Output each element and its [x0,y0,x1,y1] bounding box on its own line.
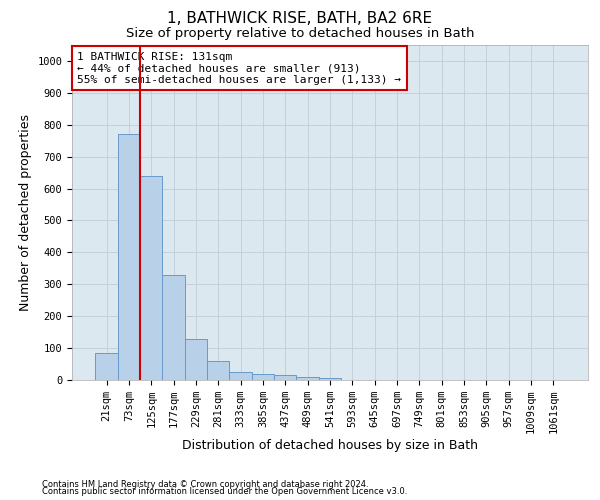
Bar [252,374,274,380]
Bar [163,274,185,380]
Text: 1 BATHWICK RISE: 131sqm
← 44% of detached houses are smaller (913)
55% of semi-d: 1 BATHWICK RISE: 131sqm ← 44% of detache… [77,52,401,85]
Y-axis label: Number of detached properties: Number of detached properties [19,114,32,311]
Text: Size of property relative to detached houses in Bath: Size of property relative to detached ho… [126,28,474,40]
Bar [185,338,207,380]
Bar [207,362,229,380]
Bar [118,134,140,380]
Text: Contains public sector information licensed under the Open Government Licence v3: Contains public sector information licen… [42,487,407,496]
Bar [274,375,296,380]
Text: 1, BATHWICK RISE, BATH, BA2 6RE: 1, BATHWICK RISE, BATH, BA2 6RE [167,11,433,26]
Bar [140,176,163,380]
Bar [296,377,319,380]
Bar [319,378,341,380]
Text: Contains HM Land Registry data © Crown copyright and database right 2024.: Contains HM Land Registry data © Crown c… [42,480,368,489]
X-axis label: Distribution of detached houses by size in Bath: Distribution of detached houses by size … [182,439,478,452]
Bar [95,353,118,380]
Bar [229,372,252,380]
